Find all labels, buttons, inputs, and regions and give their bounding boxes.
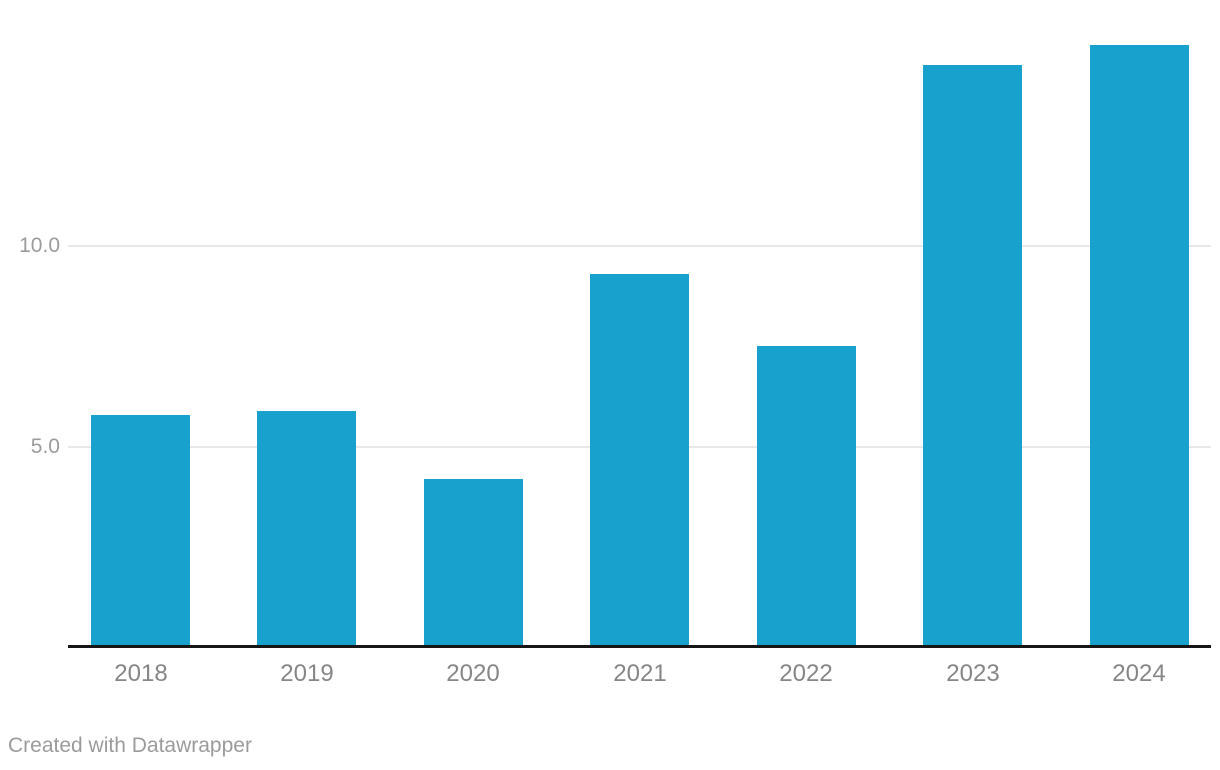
y-axis-tick-label: 5.0 [30, 435, 60, 458]
x-axis-label-2018: 2018 [114, 660, 168, 687]
x-axis-label-2024: 2024 [1112, 660, 1166, 687]
bar-2022[interactable] [757, 346, 856, 648]
x-axis-label-2020: 2020 [446, 660, 500, 687]
x-axis-label-2023: 2023 [946, 660, 1000, 687]
x-axis-label-2021: 2021 [613, 660, 667, 687]
gridline-10.0 [68, 245, 1211, 247]
datawrapper-attribution-link[interactable]: Created with Datawrapper [8, 734, 252, 757]
bar-2020[interactable] [424, 479, 523, 648]
y-axis-tick-label: 10.0 [19, 234, 60, 257]
x-axis-line [68, 645, 1211, 648]
x-axis-label-2019: 2019 [280, 660, 334, 687]
bar-2024[interactable] [1090, 45, 1189, 648]
bar-2023[interactable] [923, 65, 1022, 648]
bar-2021[interactable] [590, 274, 689, 648]
bar-2019[interactable] [257, 411, 356, 648]
bar-2018[interactable] [91, 415, 190, 648]
x-axis-label-2022: 2022 [779, 660, 833, 687]
